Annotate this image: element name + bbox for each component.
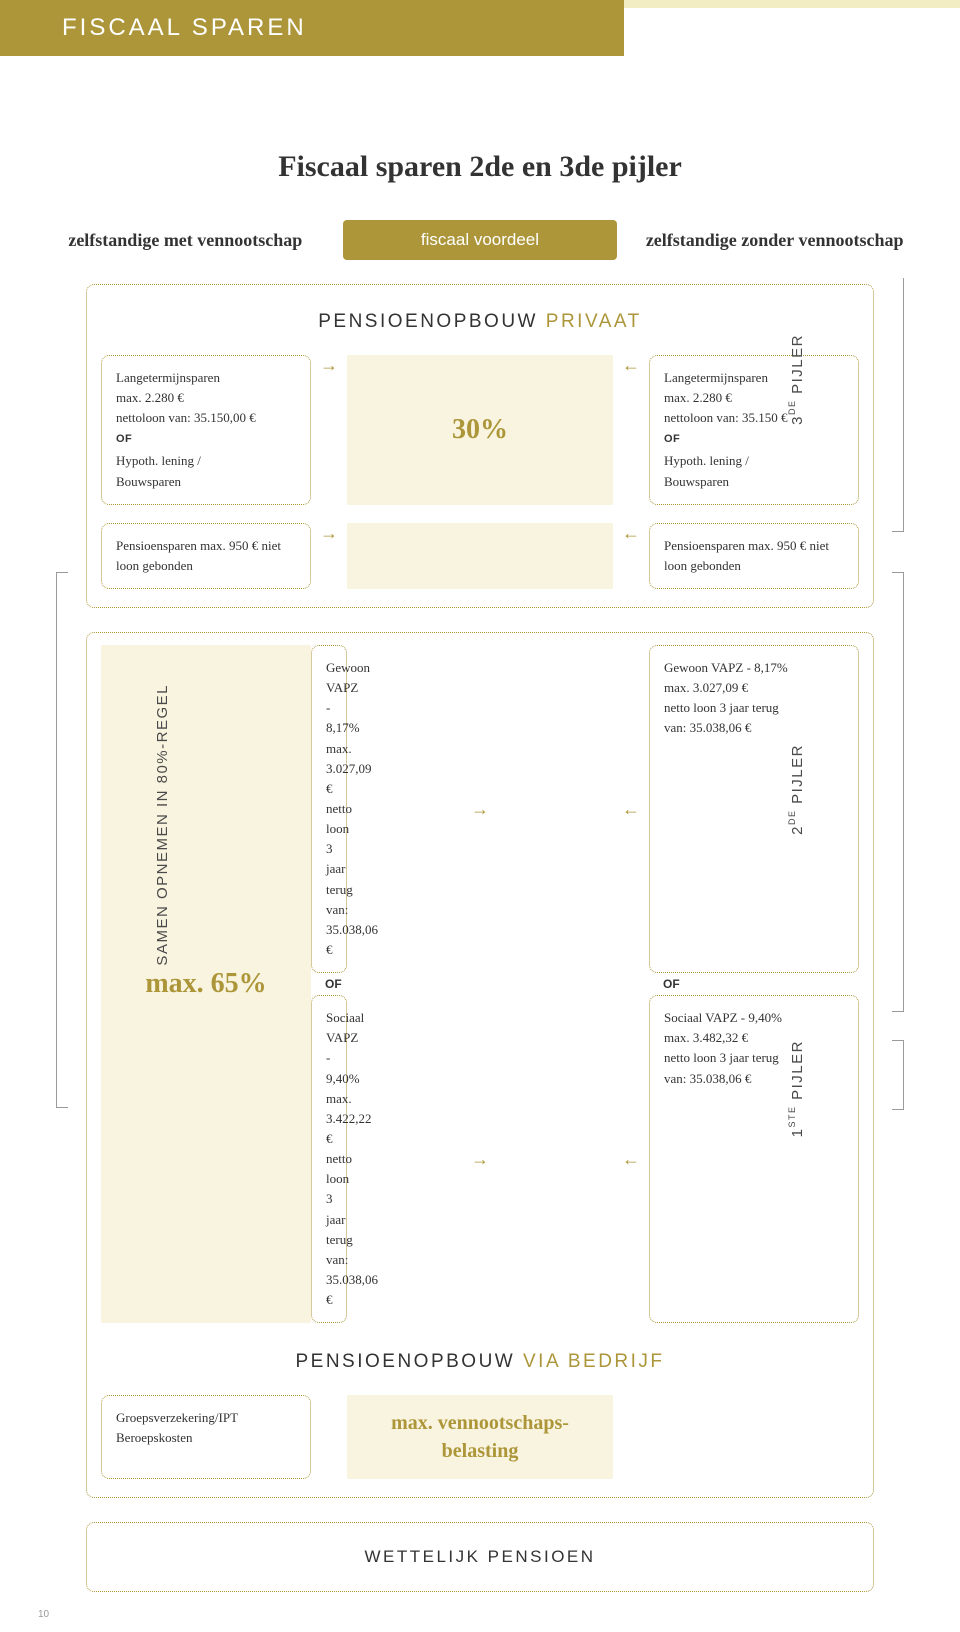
arrow-left-icon (613, 799, 649, 820)
mid-vennootschap: max. vennootschaps­belasting (347, 1395, 613, 1479)
arrow-left-icon (613, 1149, 649, 1170)
box-groep-left: Groepsverzekering/IPT Beroepskosten (101, 1395, 311, 1479)
arrow-right-icon (347, 799, 613, 820)
section-title-bedrijf: PENSIOENOPBOUW VIA BEDRIJF (101, 1351, 859, 1373)
box-lt-right: Langetermijnsparen max. 2.280 € nettoloo… (649, 355, 859, 505)
header: FISCAAL SPAREN (0, 0, 960, 60)
col-right-label: zelfstandige zonder vennootschap (637, 230, 912, 251)
col-left-label: zelfstandige met vennootschap (48, 230, 323, 251)
mid-empty (347, 523, 613, 589)
bracket-p1 (892, 1040, 904, 1110)
header-stripe (624, 0, 960, 8)
section-wettelijk: WETTELIJK PENSIOEN (86, 1522, 874, 1592)
box-sociaal-right: Sociaal VAPZ - 9,40% max. 3.482,32 € net… (649, 995, 859, 1323)
box-ps-left: Pensioensparen max. 950 € niet loon gebo… (101, 523, 311, 589)
side-label-left: SAMEN OPNEMEN IN 80%-REGEL (154, 684, 171, 966)
row-langetermijn: Langetermijnsparen max. 2.280 € nettoloo… (101, 355, 859, 505)
side-label-p2: 2DE PIJLER (787, 744, 806, 835)
section-privaat: PENSIOENOPBOUW PRIVAAT Langetermijnspare… (86, 284, 874, 608)
mid-65pct: max. 65% (101, 645, 311, 1323)
box-gewoon-right: Gewoon VAPZ - 8,17% max. 3.027,09 € nett… (649, 645, 859, 973)
section-vapz-bedrijf: Gewoon VAPZ - 8,17% max. 3.027,09 € nett… (86, 632, 874, 1498)
diagram: 3DE PIJLER PENSIOENOPBOUW PRIVAAT Langet… (86, 284, 874, 1592)
box-gewoon-left: Gewoon VAPZ - 8,17% max. 3.027,09 € nett… (311, 645, 347, 973)
arrow-right-icon (347, 1149, 613, 1170)
col-center-pill: fiscaal voordeel (343, 220, 618, 260)
column-headers: zelfstandige met vennootschap fiscaal vo… (48, 220, 912, 260)
page-title: Fiscaal sparen 2de en 3de pijler (48, 150, 912, 184)
arrow-right-icon (311, 355, 347, 505)
or-right: OF (649, 973, 859, 995)
vapz-group: Gewoon VAPZ - 8,17% max. 3.027,09 € nett… (101, 645, 859, 1323)
row-groep: Groepsverzekering/IPT Beroepskosten max.… (101, 1395, 859, 1479)
box-lt-left: Langetermijnsparen max. 2.280 € nettoloo… (101, 355, 311, 505)
box-sociaal-left: Sociaal VAPZ - 9,40% max. 3.422,22 € net… (311, 995, 347, 1323)
mid-30pct: 30% (347, 355, 613, 505)
or-left: OF (311, 973, 347, 995)
header-title: FISCAAL SPAREN (0, 0, 624, 56)
section-title-privaat: PENSIOENOPBOUW PRIVAAT (101, 311, 859, 333)
arrow-left-icon (613, 355, 649, 505)
side-label-p3: 3DE PIJLER (787, 334, 806, 425)
bracket-left (56, 572, 68, 1108)
box-ps-right: Pensioensparen max. 950 € niet loon gebo… (649, 523, 859, 589)
row-pensioensparen: Pensioensparen max. 950 € niet loon gebo… (101, 523, 859, 589)
arrow-right-icon (311, 523, 347, 589)
bracket-p3 (892, 278, 904, 532)
arrow-left-icon (613, 523, 649, 589)
bracket-p2 (892, 572, 904, 1012)
side-label-p1: 1STE PIJLER (787, 1040, 806, 1137)
page-number: 10 (38, 1609, 49, 1620)
